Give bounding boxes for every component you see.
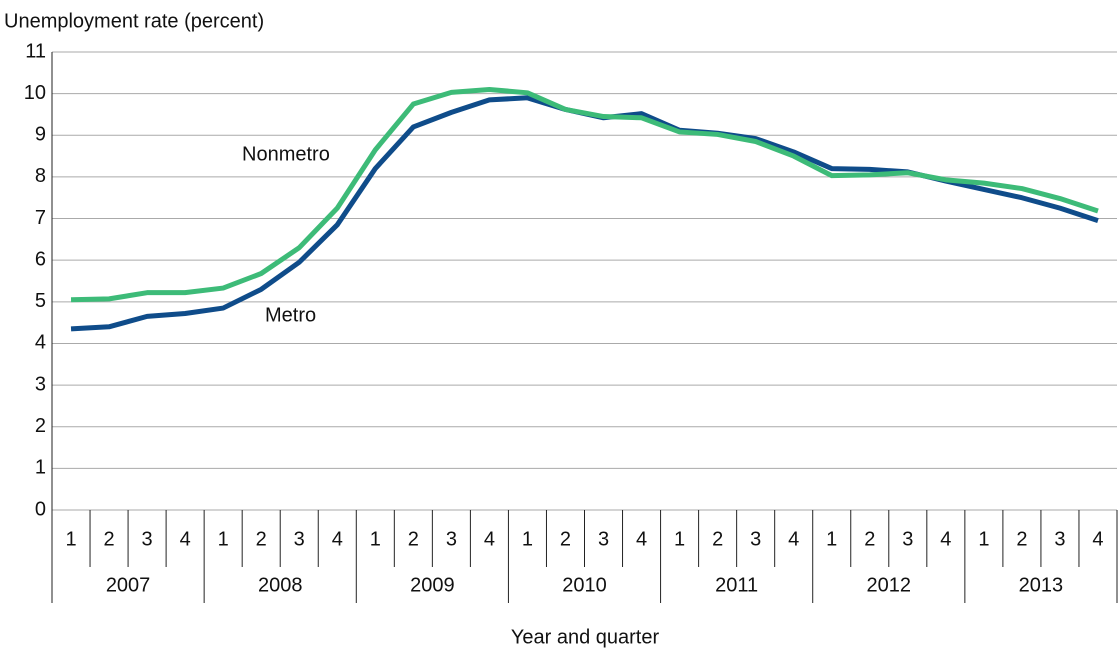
x-tick-label: 4 bbox=[484, 528, 495, 550]
x-tick-label: 2 bbox=[103, 528, 114, 550]
y-tick-label: 4 bbox=[35, 332, 46, 354]
x-tick-label: 1 bbox=[978, 528, 989, 550]
x-tick-label: 1 bbox=[826, 528, 837, 550]
x-tick-label: 3 bbox=[598, 528, 609, 550]
x-tick-label: 4 bbox=[180, 528, 191, 550]
y-tick-label: 7 bbox=[35, 207, 46, 229]
y-tick-label: 10 bbox=[24, 82, 46, 104]
x-tick-label: 3 bbox=[446, 528, 457, 550]
y-axis-label: Unemployment rate (percent) bbox=[4, 10, 264, 32]
year-label: 2008 bbox=[258, 574, 303, 596]
x-tick-label: 4 bbox=[636, 528, 647, 550]
y-tick-label: 11 bbox=[25, 40, 46, 62]
x-axis-label: Year and quarter bbox=[511, 626, 660, 648]
x-tick-label: 3 bbox=[294, 528, 305, 550]
x-tick-label: 2 bbox=[408, 528, 419, 550]
year-label: 2012 bbox=[867, 574, 912, 596]
y-tick-label: 2 bbox=[35, 415, 46, 437]
year-label: 2007 bbox=[106, 574, 151, 596]
x-tick-label: 1 bbox=[674, 528, 685, 550]
x-tick-label: 1 bbox=[370, 528, 381, 550]
y-tick-label: 8 bbox=[35, 165, 46, 187]
x-tick-label: 2 bbox=[560, 528, 571, 550]
x-tick-label: 4 bbox=[788, 528, 799, 550]
x-tick-label: 2 bbox=[256, 528, 267, 550]
x-tick-label: 2 bbox=[864, 528, 875, 550]
y-tick-label: 9 bbox=[35, 124, 46, 146]
x-tick-label: 1 bbox=[65, 528, 76, 550]
series-line bbox=[70, 95, 1099, 332]
x-tick-label: 3 bbox=[902, 528, 913, 550]
x-tick-label: 3 bbox=[1054, 528, 1065, 550]
y-tick-label: 0 bbox=[35, 498, 46, 520]
y-tick-label: 5 bbox=[35, 290, 46, 312]
year-label: 2010 bbox=[562, 574, 607, 596]
x-tick-label: 4 bbox=[1092, 528, 1103, 550]
x-tick-label: 4 bbox=[332, 528, 343, 550]
year-label: 2013 bbox=[1019, 574, 1064, 596]
y-tick-label: 6 bbox=[35, 248, 46, 270]
year-label: 2009 bbox=[410, 574, 455, 596]
series-label: Nonmetro bbox=[242, 143, 330, 165]
x-tick-label: 2 bbox=[712, 528, 723, 550]
series-line bbox=[70, 86, 1099, 303]
series-label: Metro bbox=[265, 304, 316, 326]
year-label: 2011 bbox=[715, 574, 758, 596]
x-tick-label: 4 bbox=[940, 528, 951, 550]
x-tick-label: 3 bbox=[142, 528, 153, 550]
x-tick-label: 1 bbox=[522, 528, 533, 550]
y-tick-label: 3 bbox=[35, 373, 46, 395]
x-tick-label: 1 bbox=[218, 528, 229, 550]
x-tick-label: 3 bbox=[750, 528, 761, 550]
x-tick-label: 2 bbox=[1016, 528, 1027, 550]
y-tick-label: 1 bbox=[35, 457, 46, 479]
